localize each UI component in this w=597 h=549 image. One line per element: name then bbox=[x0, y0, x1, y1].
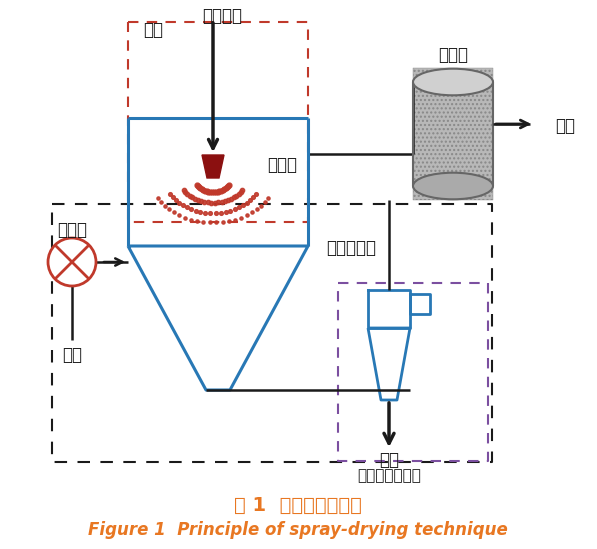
Text: 图 1  喷雾干燥的原理: 图 1 喷雾干燥的原理 bbox=[234, 496, 362, 514]
FancyBboxPatch shape bbox=[413, 68, 493, 200]
Text: 液体物料: 液体物料 bbox=[202, 7, 242, 25]
Ellipse shape bbox=[413, 173, 493, 199]
Polygon shape bbox=[202, 155, 224, 178]
Text: 加热器: 加热器 bbox=[57, 221, 87, 239]
Text: 气体: 气体 bbox=[555, 117, 575, 135]
Circle shape bbox=[48, 238, 96, 286]
Ellipse shape bbox=[413, 69, 493, 96]
Text: 过滤器: 过滤器 bbox=[438, 46, 468, 64]
Text: 雾化: 雾化 bbox=[143, 21, 163, 39]
Text: 产品: 产品 bbox=[379, 451, 399, 469]
Text: 雾滴的干燥: 雾滴的干燥 bbox=[326, 239, 376, 257]
Text: 颗粒收集与分离: 颗粒收集与分离 bbox=[357, 468, 421, 484]
Text: 气体: 气体 bbox=[62, 346, 82, 364]
Text: Figure 1  Principle of spray-drying technique: Figure 1 Principle of spray-drying techn… bbox=[88, 521, 508, 539]
Text: 雾化器: 雾化器 bbox=[267, 156, 297, 174]
